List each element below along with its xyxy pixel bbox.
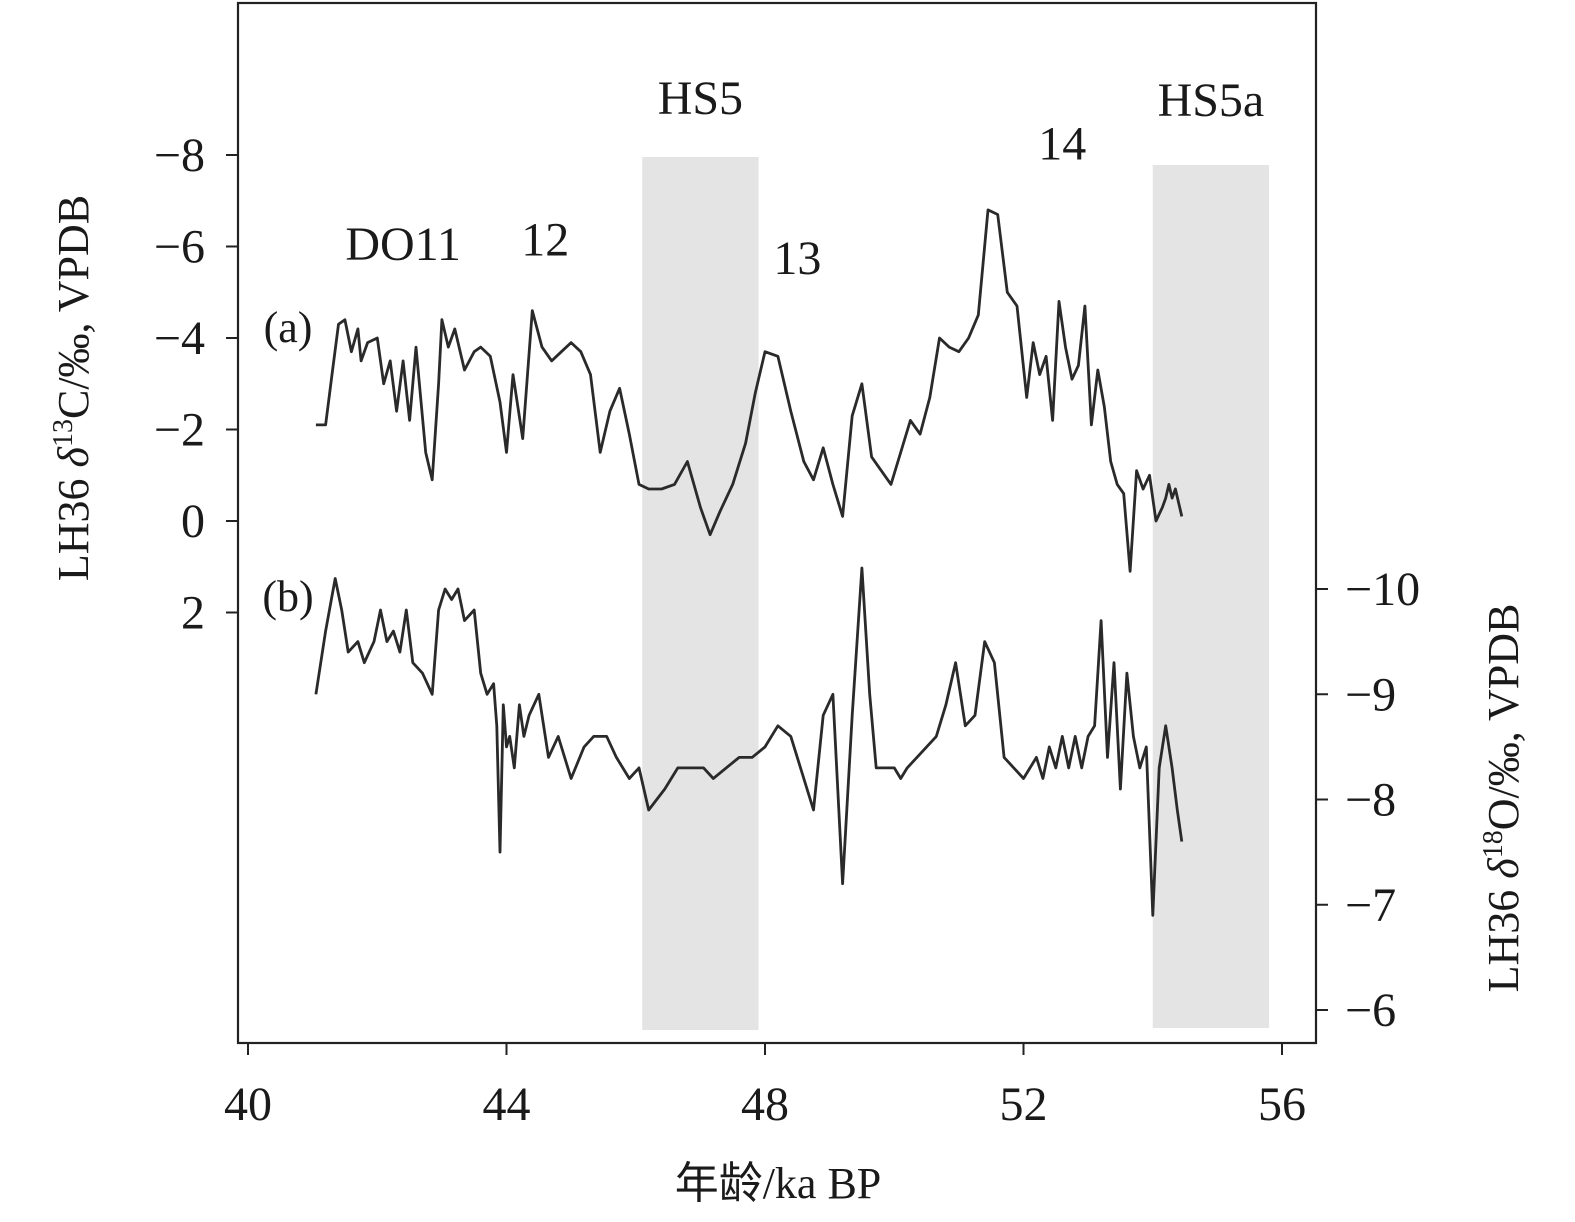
event-label: 14 xyxy=(1038,118,1086,171)
x-axis: 40 44 48 52 56 xyxy=(224,1043,1306,1131)
x-tick-label: 44 xyxy=(483,1078,531,1131)
right-y-axis-label: LH36 δ18O/‰, VPDB xyxy=(1478,604,1528,993)
x-tick-label: 56 xyxy=(1258,1078,1306,1131)
series-label-1: (a) xyxy=(264,303,313,352)
x-axis-label: 年龄/ka BP xyxy=(675,1159,882,1208)
series-label-2: (b) xyxy=(262,572,313,621)
event-label: 12 xyxy=(521,214,569,267)
right-tick-label: −9 xyxy=(1345,668,1396,721)
left-y-axis: −8 −6 −4 −2 0 2 xyxy=(154,129,238,640)
right-tick-label: −10 xyxy=(1345,563,1420,616)
shaded-regions: HS5 HS5a xyxy=(642,72,1270,1030)
right-tick-label: −7 xyxy=(1345,879,1396,932)
series-line-2 xyxy=(314,566,1184,917)
shaded-region-2 xyxy=(1152,165,1270,1028)
left-y-axis-label: LH36 δ13C/‰, VPDB xyxy=(48,195,98,581)
left-tick-label: −8 xyxy=(154,129,205,182)
x-tick-label: 52 xyxy=(1000,1078,1048,1131)
shaded-region-label-2: HS5a xyxy=(1158,74,1265,127)
event-label: DO11 xyxy=(345,218,461,271)
left-tick-label: 2 xyxy=(181,587,205,640)
shaded-region-1 xyxy=(642,157,759,1030)
right-tick-label: −6 xyxy=(1345,984,1396,1037)
right-y-axis: −10 −9 −8 −7 −6 xyxy=(1316,563,1420,1037)
shaded-region-label-1: HS5 xyxy=(658,72,743,125)
series-lines: (a) (b) xyxy=(262,208,1184,917)
series-line-1 xyxy=(315,208,1184,573)
x-tick-label: 40 xyxy=(224,1078,272,1131)
left-tick-label: −2 xyxy=(154,404,205,457)
left-tick-label: −6 xyxy=(154,221,205,274)
x-tick-label: 48 xyxy=(741,1078,789,1131)
left-tick-label: 0 xyxy=(181,495,205,548)
plot-frame xyxy=(236,1,1318,1045)
event-label: 13 xyxy=(773,232,821,285)
right-tick-label: −8 xyxy=(1345,774,1396,827)
left-tick-label: −4 xyxy=(154,312,205,365)
annotations: DO11 12 13 14 xyxy=(345,118,1086,285)
